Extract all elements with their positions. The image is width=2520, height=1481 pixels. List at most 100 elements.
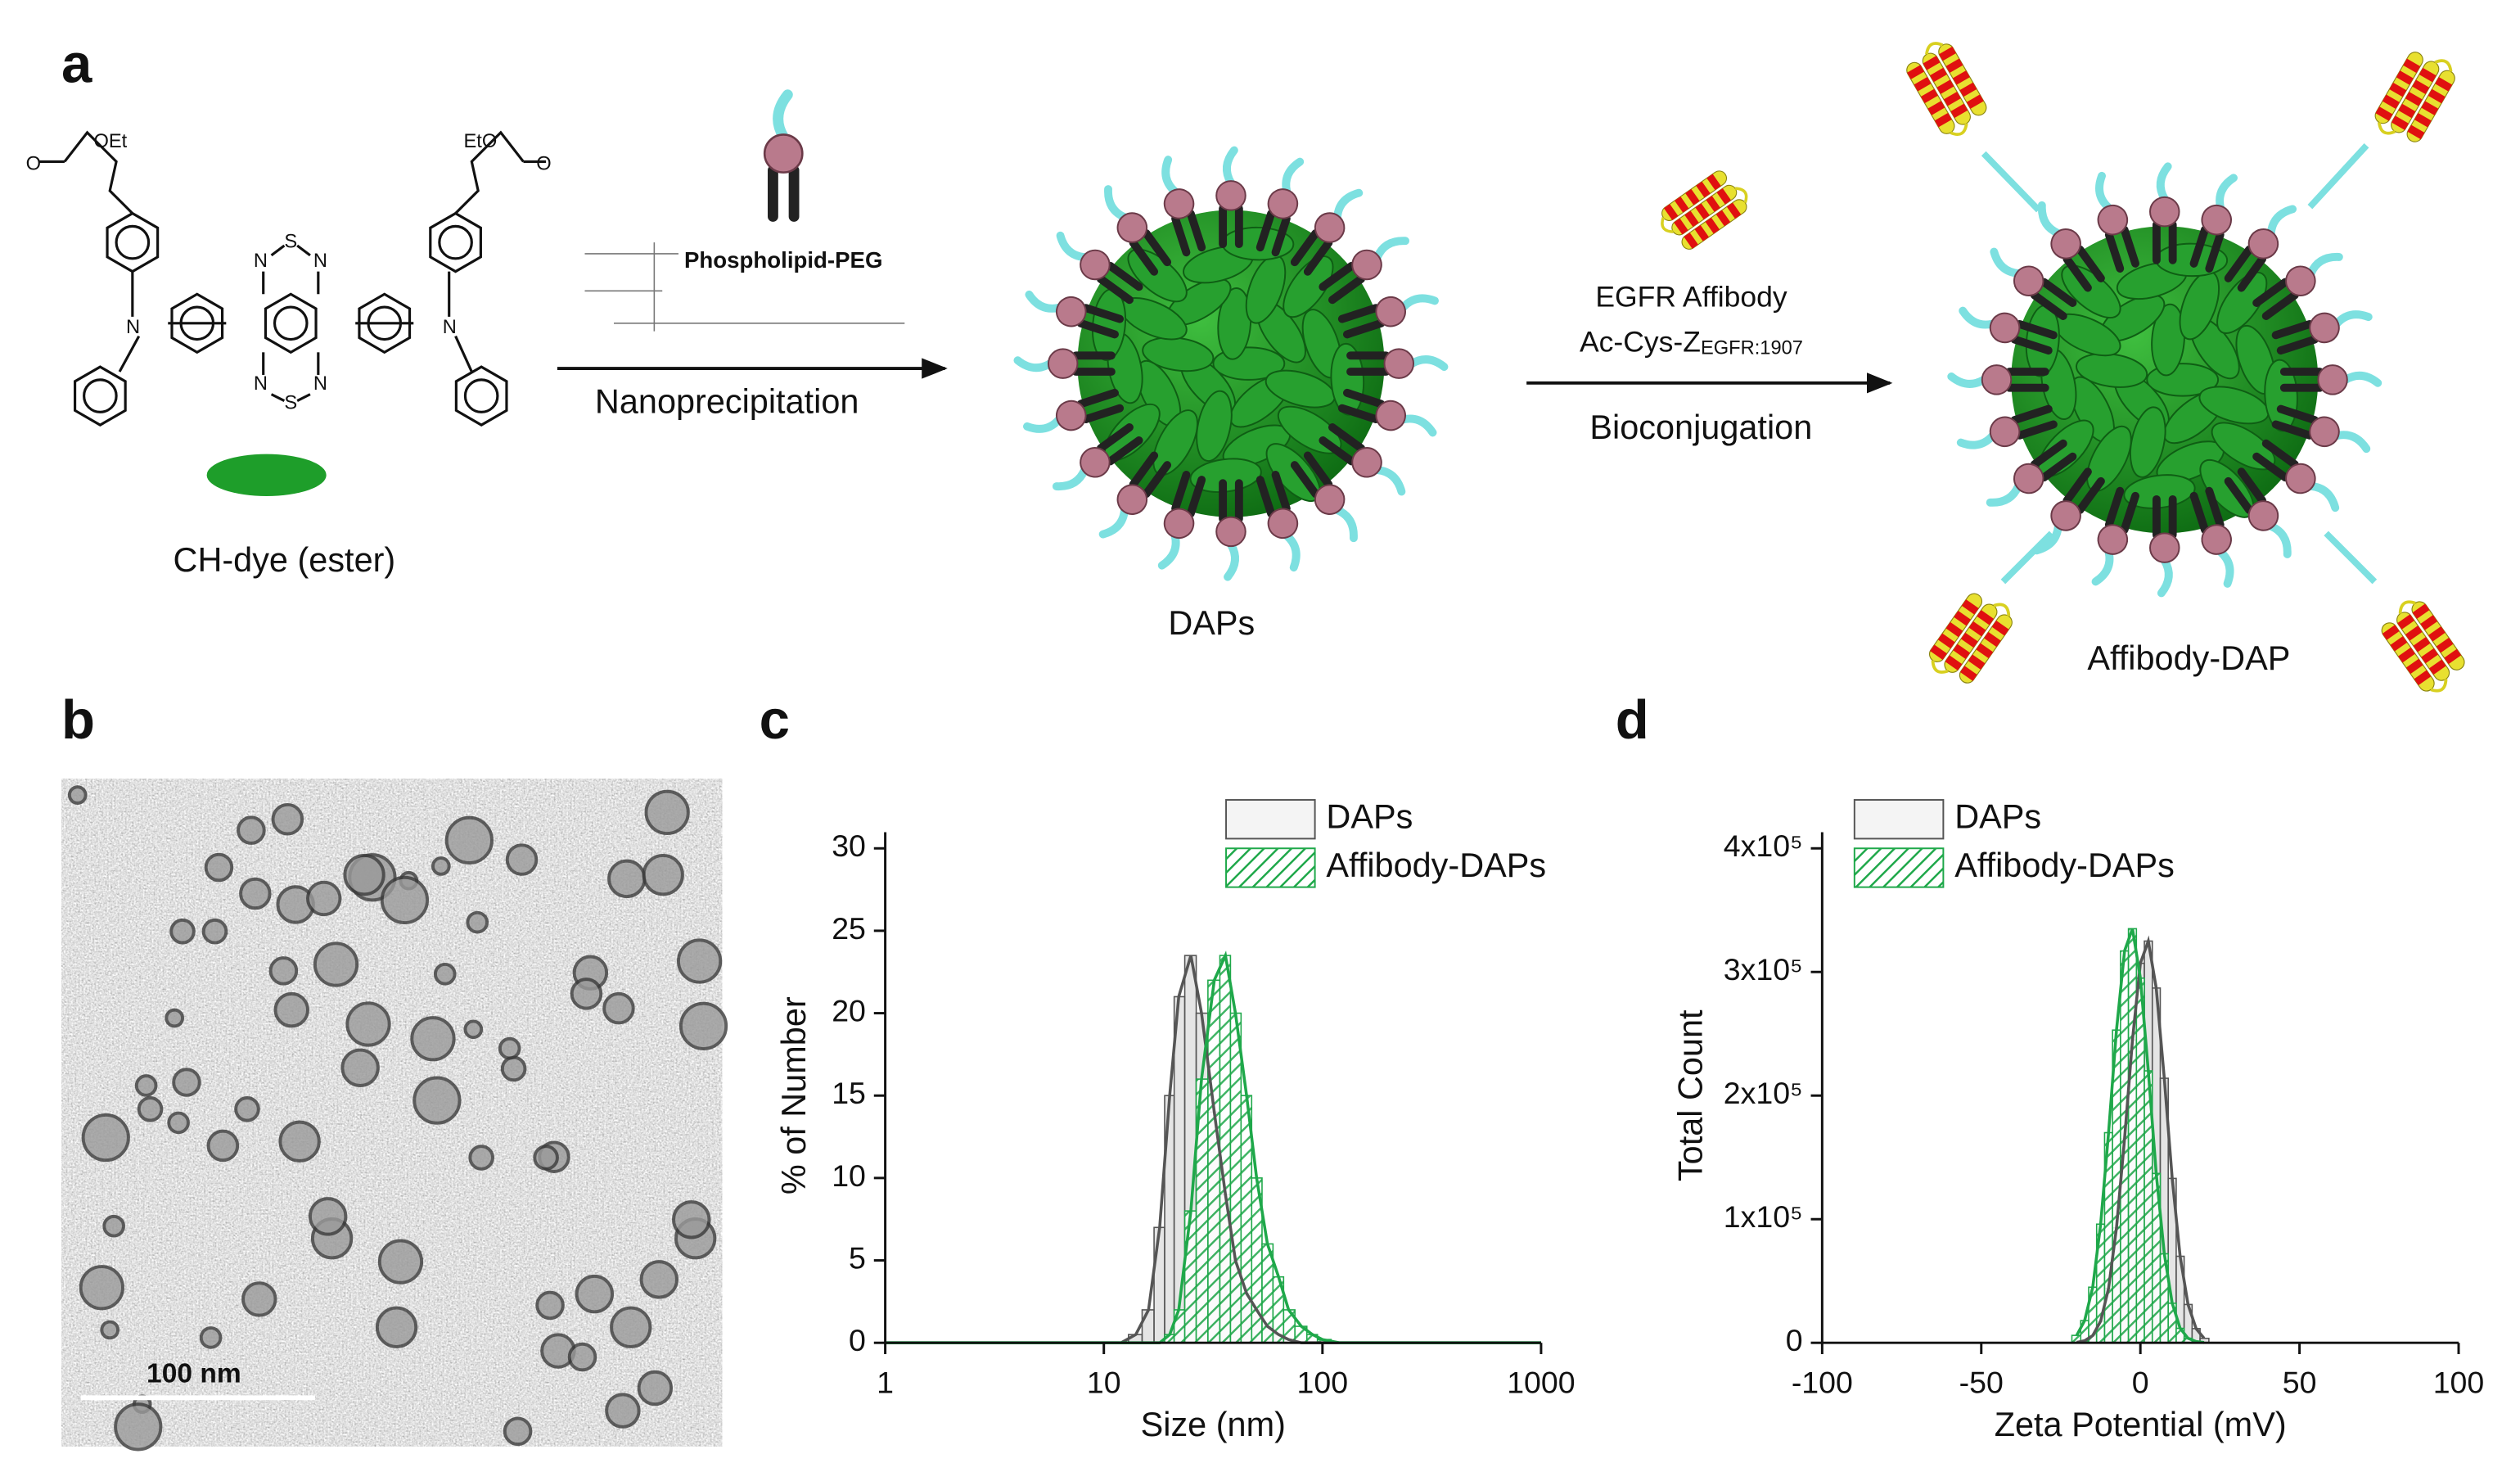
- tem-particle: [567, 1342, 597, 1372]
- y-tick-label: 3x10⁵: [1724, 952, 1803, 987]
- helix-band: [1950, 103, 1968, 119]
- legend-label: DAPs: [1954, 797, 2041, 836]
- tem-particle: [165, 1008, 185, 1028]
- tem-particle: [375, 1306, 418, 1348]
- helix-band: [2428, 88, 2446, 104]
- dye-ellipse: [2123, 474, 2196, 509]
- dye-ellipse: [1189, 458, 1262, 494]
- lipid-head: [1351, 447, 1382, 478]
- bar: [1219, 955, 1232, 1343]
- helix-band: [2421, 101, 2439, 115]
- y-tick-label: 0: [1786, 1323, 1803, 1357]
- tem-particle: [67, 785, 88, 805]
- helix-band: [1936, 79, 1954, 94]
- lipid-head: [2247, 500, 2279, 531]
- panel-labels: a b c d: [61, 34, 1649, 751]
- loop: [2377, 59, 2453, 135]
- tem-particle: [377, 1239, 424, 1285]
- peg-chain: [2156, 162, 2172, 203]
- helix-band: [1961, 599, 1979, 615]
- dye-ellipse: [1217, 287, 1252, 360]
- step-label: Bioconjugation: [1589, 408, 1812, 446]
- tem-particle: [610, 1306, 652, 1348]
- peg-chain: [1283, 531, 1301, 572]
- dye-name: CH-dye (ester): [174, 540, 396, 579]
- helix-band: [1920, 88, 1938, 104]
- legend-swatch: [1225, 847, 1316, 888]
- x-tick-label: 100: [1297, 1365, 1349, 1399]
- helix-band: [1907, 65, 1925, 79]
- lipid-tail: [2152, 494, 2177, 540]
- helix-band: [2405, 658, 2423, 675]
- helix-band: [1959, 82, 1977, 97]
- series-line: [2076, 935, 2206, 1344]
- ring: [429, 211, 482, 273]
- lipid-head: [2317, 364, 2348, 395]
- x-tick-label: -100: [1792, 1365, 1853, 1399]
- tem-particle: [463, 1019, 484, 1040]
- lipid-head: [2309, 416, 2340, 448]
- lipid: [1337, 388, 1437, 437]
- helix-band: [2412, 79, 2430, 95]
- lipid-tail: [2271, 404, 2319, 440]
- peg-chain: [1104, 185, 1129, 222]
- lipid-tail: [1129, 229, 1172, 276]
- bar: [1141, 1309, 1155, 1343]
- lipid-head: [2050, 228, 2081, 260]
- helix-band: [1937, 633, 1955, 649]
- x-tick-label: 100: [2433, 1365, 2485, 1399]
- lipid-head: [2097, 524, 2129, 555]
- helix-band: [2398, 647, 2415, 663]
- tem-particles: [67, 785, 728, 1452]
- lipid: [1346, 348, 1449, 379]
- bar: [1229, 1012, 1242, 1343]
- dye-ellipse: [2129, 406, 2166, 478]
- lipid-tail: [2189, 225, 2225, 273]
- helix-band: [2391, 115, 2409, 130]
- lipid-name: Phospholipid-PEG: [684, 247, 882, 273]
- tem-particle: [431, 856, 451, 876]
- peg-chain: [1332, 188, 1364, 222]
- helix-band: [1991, 621, 2009, 636]
- lipid-tail: [2152, 220, 2177, 264]
- lipid-tail: [2010, 319, 2058, 355]
- peg-chain: [2037, 201, 2062, 237]
- peg-chain: [1025, 290, 1063, 313]
- lipid: [2149, 162, 2180, 264]
- lipid: [763, 89, 804, 222]
- lipid-head: [1383, 348, 1414, 379]
- tem-particle: [466, 910, 489, 934]
- tem-particle: [637, 1370, 674, 1406]
- helix-band: [1960, 632, 1978, 648]
- y-tick-label: 0: [849, 1323, 866, 1357]
- affibody: [1906, 42, 1987, 136]
- lipid-tail: [1076, 388, 1125, 424]
- helix-band: [1934, 112, 1952, 128]
- atom-label: S: [284, 393, 297, 414]
- helix-band: [2405, 92, 2423, 106]
- lipid-tail: [2062, 245, 2105, 292]
- tem-particle: [241, 1281, 277, 1317]
- lipid: [2224, 205, 2297, 292]
- lipid-tail: [1346, 351, 1391, 376]
- tem-particle: [313, 941, 359, 987]
- bond: [454, 335, 473, 373]
- panel-label: d: [1616, 689, 1649, 751]
- peg-chain: [1223, 146, 1238, 187]
- helix-band: [2396, 70, 2414, 85]
- y-tick-label: 5: [849, 1240, 866, 1275]
- linker: [2307, 143, 2369, 210]
- scale-bar-label: 100 nm: [147, 1359, 241, 1389]
- tem-particle: [271, 802, 304, 836]
- atom-label: N: [254, 251, 268, 272]
- linker: [1981, 151, 2041, 213]
- lipid-tail: [1255, 209, 1291, 257]
- lipid-tail: [1319, 423, 1365, 466]
- atom-label: N: [313, 373, 327, 395]
- helix-band: [1685, 188, 1700, 205]
- lipid-head: [2050, 500, 2081, 531]
- lipid-head: [1056, 400, 1087, 431]
- peg-chain: [1161, 156, 1179, 196]
- step-label: Nanoprecipitation: [595, 382, 859, 420]
- lipid: [1056, 231, 1143, 305]
